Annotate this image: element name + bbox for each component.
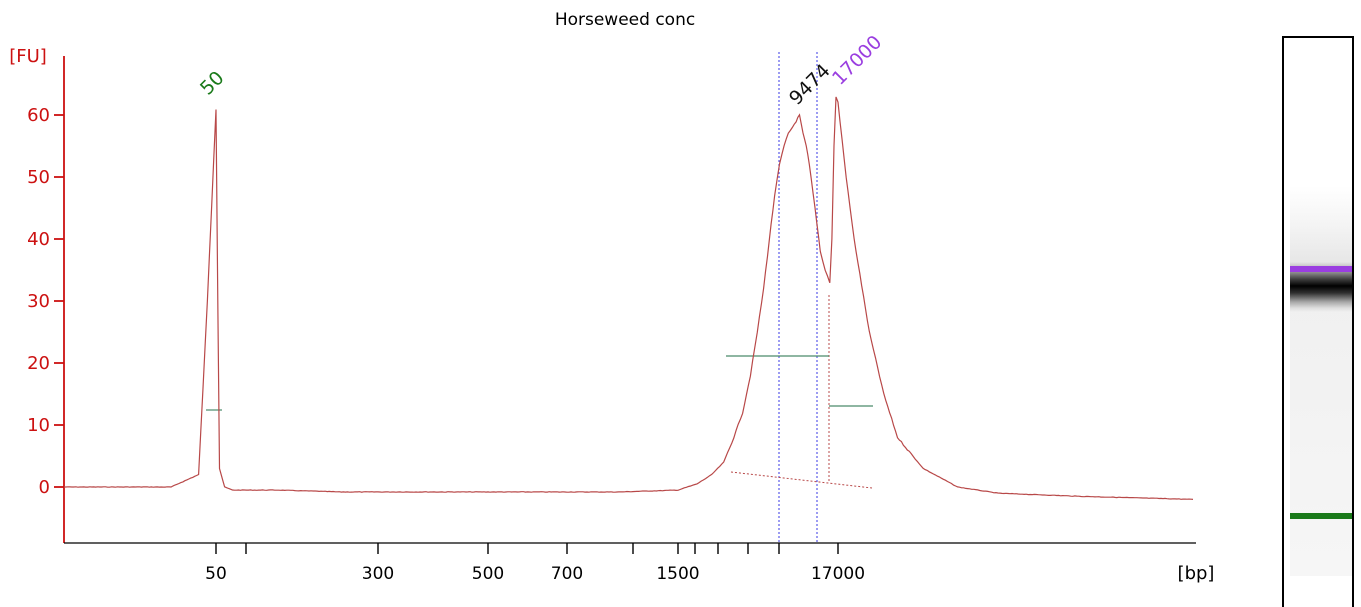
x-tick-label: 50: [205, 564, 227, 584]
peak-label: 9474: [785, 60, 835, 110]
y-tick-label: 40: [27, 229, 50, 250]
y-axis-unit-label: [FU]: [9, 46, 47, 67]
upper-marker-band: [1290, 266, 1352, 272]
x-tick-label: 17000: [811, 564, 865, 584]
signal-trace: [64, 96, 1194, 500]
peak-guides: [206, 52, 873, 543]
y-tick-label: 20: [27, 353, 50, 374]
x-tick-label: 1500: [656, 564, 699, 584]
baseline-dotted-line: [730, 471, 873, 489]
x-tick-label: 700: [551, 564, 583, 584]
electropherogram-plot: Horseweed conc [FU] [bp] 0 10 20 30 40 50 60 5…: [9, 10, 1215, 584]
x-tick-label: 300: [362, 564, 394, 584]
y-tick-label: 50: [27, 167, 50, 188]
y-tick-label: 30: [27, 291, 50, 312]
lower-marker-band: [1290, 513, 1352, 519]
x-axis-unit-label: [bp]: [1178, 563, 1215, 584]
gel-lane: [1282, 36, 1354, 607]
x-tick-label: 500: [472, 564, 504, 584]
y-tick-label: 0: [39, 477, 50, 498]
chart-title: Horseweed conc: [555, 10, 695, 30]
y-axis-ticks: 0 10 20 30 40 50 60: [27, 105, 64, 498]
axes-group: [63, 56, 1196, 544]
y-tick-label: 60: [27, 105, 50, 126]
x-axis-ticks: 50 300 500 700 1500 17000: [205, 543, 865, 584]
peak-label: 50: [196, 67, 229, 100]
peak-label: 17000: [828, 31, 886, 89]
y-tick-label: 10: [27, 415, 50, 436]
gel-background: [1290, 186, 1352, 576]
